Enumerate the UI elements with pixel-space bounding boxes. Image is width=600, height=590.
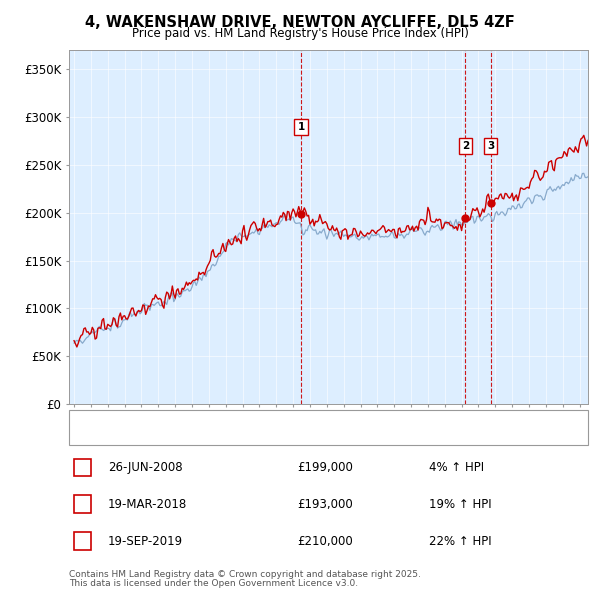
Text: £193,000: £193,000 (297, 497, 353, 511)
Text: 3: 3 (78, 535, 86, 548)
Text: 19-MAR-2018: 19-MAR-2018 (108, 497, 187, 511)
Text: Price paid vs. HM Land Registry's House Price Index (HPI): Price paid vs. HM Land Registry's House … (131, 27, 469, 40)
Text: 4, WAKENSHAW DRIVE, NEWTON AYCLIFFE, DL5 4ZF (detached house): 4, WAKENSHAW DRIVE, NEWTON AYCLIFFE, DL5… (108, 410, 473, 419)
Text: 2: 2 (78, 497, 86, 511)
Text: 22% ↑ HPI: 22% ↑ HPI (429, 535, 491, 548)
Text: £210,000: £210,000 (297, 535, 353, 548)
Text: 4% ↑ HPI: 4% ↑ HPI (429, 461, 484, 474)
Text: This data is licensed under the Open Government Licence v3.0.: This data is licensed under the Open Gov… (69, 579, 358, 588)
Text: 1: 1 (298, 122, 305, 132)
Text: HPI: Average price, detached house, County Durham: HPI: Average price, detached house, Coun… (108, 430, 383, 440)
Text: 4, WAKENSHAW DRIVE, NEWTON AYCLIFFE, DL5 4ZF: 4, WAKENSHAW DRIVE, NEWTON AYCLIFFE, DL5… (85, 15, 515, 30)
Text: £199,000: £199,000 (297, 461, 353, 474)
Text: 19-SEP-2019: 19-SEP-2019 (108, 535, 183, 548)
Text: 1: 1 (78, 461, 86, 474)
Text: 2: 2 (462, 141, 469, 151)
Text: 19% ↑ HPI: 19% ↑ HPI (429, 497, 491, 511)
Text: Contains HM Land Registry data © Crown copyright and database right 2025.: Contains HM Land Registry data © Crown c… (69, 571, 421, 579)
Text: 26-JUN-2008: 26-JUN-2008 (108, 461, 182, 474)
Text: 3: 3 (487, 141, 494, 151)
